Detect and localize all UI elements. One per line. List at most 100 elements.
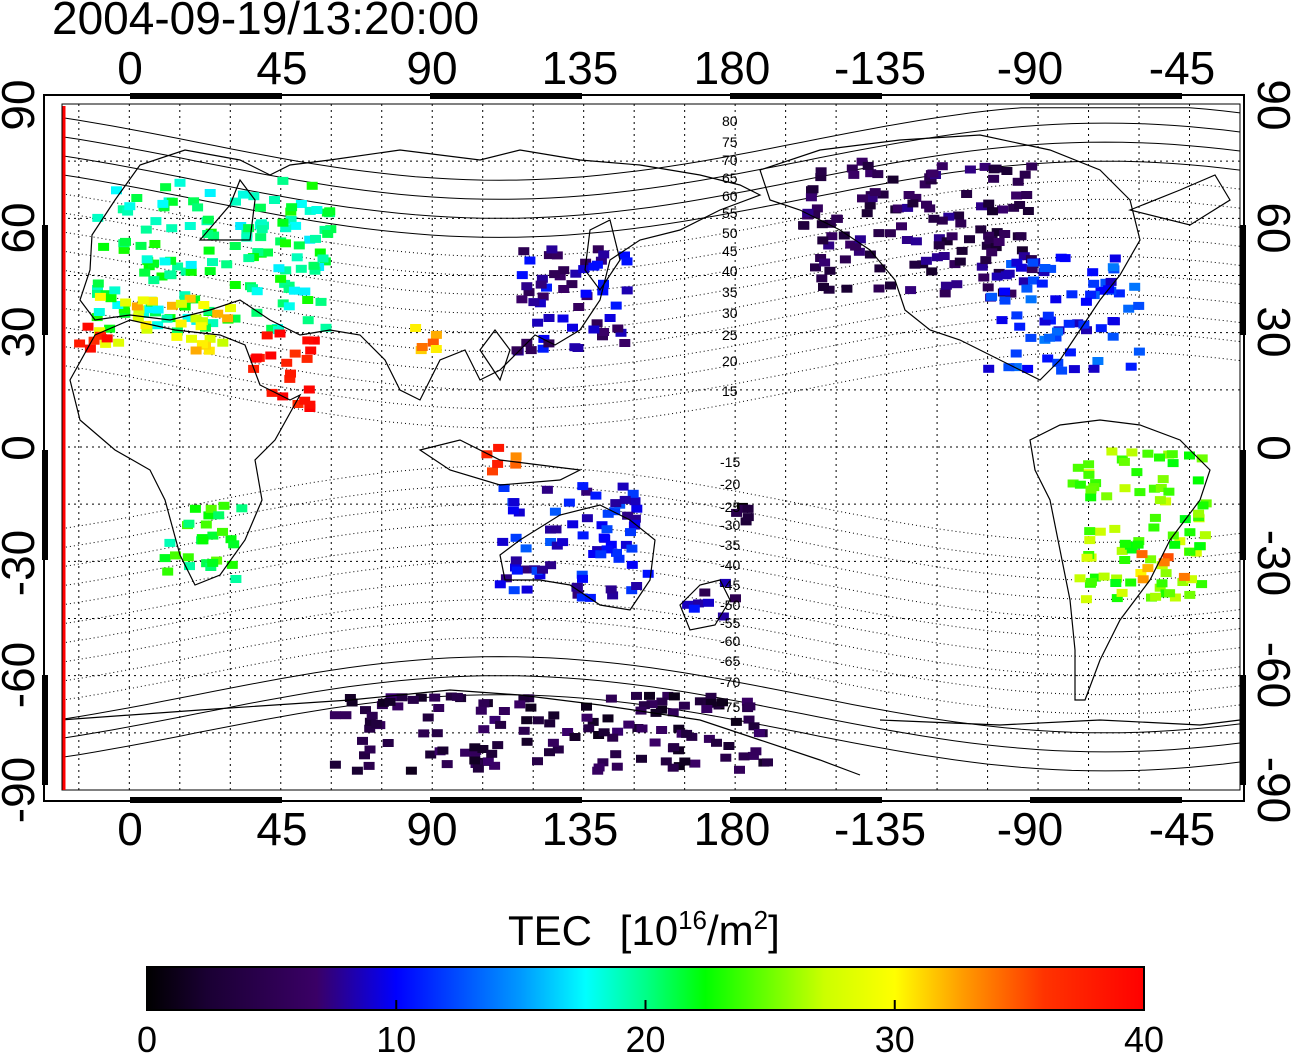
tec-pixel <box>1125 578 1137 587</box>
tec-pixel <box>940 281 952 290</box>
tec-pixel <box>132 313 144 322</box>
contour-line <box>62 313 1240 391</box>
tec-pixel <box>1154 583 1166 592</box>
tec-pixel <box>273 264 285 273</box>
tec-pixel <box>262 248 273 257</box>
tec-pixel <box>427 338 439 347</box>
tec-pixel <box>926 267 938 276</box>
tec-pixel <box>518 694 530 703</box>
tec-pixel <box>1123 304 1135 313</box>
tec-pixel <box>1101 492 1113 501</box>
tec-pixel <box>874 264 886 273</box>
y-axis-left-labels: 90 60 30 0 -30 -60 -90 <box>0 79 44 823</box>
tec-pixel <box>546 245 558 254</box>
tec-pixel <box>445 692 457 701</box>
tec-pixel <box>607 733 619 742</box>
tec-pixel <box>166 197 178 206</box>
tec-pixel <box>344 694 356 702</box>
tec-pixel <box>295 200 307 208</box>
tec-pixel <box>1084 536 1096 545</box>
tec-pixel <box>927 169 939 178</box>
tec-pixel <box>999 296 1011 305</box>
tec-pixel <box>322 229 334 238</box>
tec-pixel <box>723 742 735 750</box>
tec-pixel <box>1193 509 1205 518</box>
tec-pixel <box>545 538 557 546</box>
tec-pixel <box>1149 513 1161 522</box>
tec-pixel <box>301 354 313 363</box>
tec-pixel <box>576 570 588 579</box>
tec-pixel <box>1137 575 1149 584</box>
tec-pixel <box>243 224 255 233</box>
contour-label: 30 <box>722 305 738 321</box>
tec-pixel <box>1015 232 1027 241</box>
tec-pixel <box>611 762 623 771</box>
tec-pixel <box>910 237 922 246</box>
tec-pixel <box>562 728 574 736</box>
tec-pixel <box>521 716 533 725</box>
tec-pixel <box>431 729 443 738</box>
tec-pixel <box>498 707 510 715</box>
tec-pixel <box>1107 263 1119 272</box>
tec-pixel <box>255 219 267 228</box>
y-left-tick-label: 30 <box>0 306 44 357</box>
tec-pixel <box>815 167 827 176</box>
tec-pixel <box>1050 333 1062 342</box>
tec-pixel <box>277 176 289 185</box>
tec-pixel <box>207 531 219 540</box>
tec-pixel <box>1021 284 1033 293</box>
tec-pixel <box>1119 484 1131 493</box>
tec-pixel <box>112 301 124 309</box>
tec-pixel <box>738 752 750 761</box>
tec-pixel <box>285 207 297 216</box>
tec-pixel <box>1088 279 1100 288</box>
tec-pixel <box>717 612 729 621</box>
tec-pixel <box>1003 363 1015 372</box>
tec-pixel <box>567 323 578 332</box>
tec-pixel <box>590 491 602 500</box>
tec-pixel <box>433 704 445 712</box>
tec-pixel <box>113 338 125 347</box>
tec-pixel <box>184 294 196 303</box>
tec-pixel <box>203 511 215 520</box>
tec-pixel <box>986 292 998 301</box>
tec-pixel <box>861 209 873 218</box>
tec-pixel <box>1109 524 1121 533</box>
tec-pixel <box>581 487 593 496</box>
y-left-tick-label: 0 <box>0 435 44 461</box>
tec-pixel <box>92 279 104 288</box>
tec-pixel <box>656 726 668 734</box>
contour-line <box>62 637 1240 715</box>
tec-pixel <box>208 231 220 240</box>
tec-pixel <box>1197 501 1209 510</box>
tec-pixel <box>196 317 208 326</box>
tec-pixel <box>159 554 171 563</box>
tec-pixel <box>486 749 498 758</box>
tec-pixel <box>205 504 217 513</box>
tec-pixel <box>1095 286 1107 295</box>
tec-pixel <box>933 241 945 250</box>
tec-pixel <box>510 556 522 565</box>
tec-pixel <box>225 304 236 313</box>
tec-pixel <box>824 219 836 228</box>
tec-pixel <box>357 736 368 745</box>
tec-pixel <box>308 336 320 345</box>
tec-pixel <box>592 245 604 254</box>
tec-pixel <box>592 766 604 775</box>
tec-pixel <box>742 513 754 522</box>
tec-pixel <box>549 507 561 516</box>
x-top-tick-label: -90 <box>997 42 1063 94</box>
tec-pixel <box>1111 574 1123 583</box>
tec-pixel <box>649 738 661 747</box>
tec-pixel <box>1196 454 1208 463</box>
contour-line <box>62 617 1240 696</box>
tec-pixel <box>288 286 300 295</box>
tec-pixel <box>469 756 481 765</box>
tec-pixel <box>207 258 218 267</box>
tec-pixel <box>228 540 240 549</box>
tec-pixel <box>694 697 706 706</box>
tec-pixel <box>498 484 510 492</box>
tec-pixel <box>269 196 280 204</box>
tec-pixel <box>1052 327 1063 336</box>
